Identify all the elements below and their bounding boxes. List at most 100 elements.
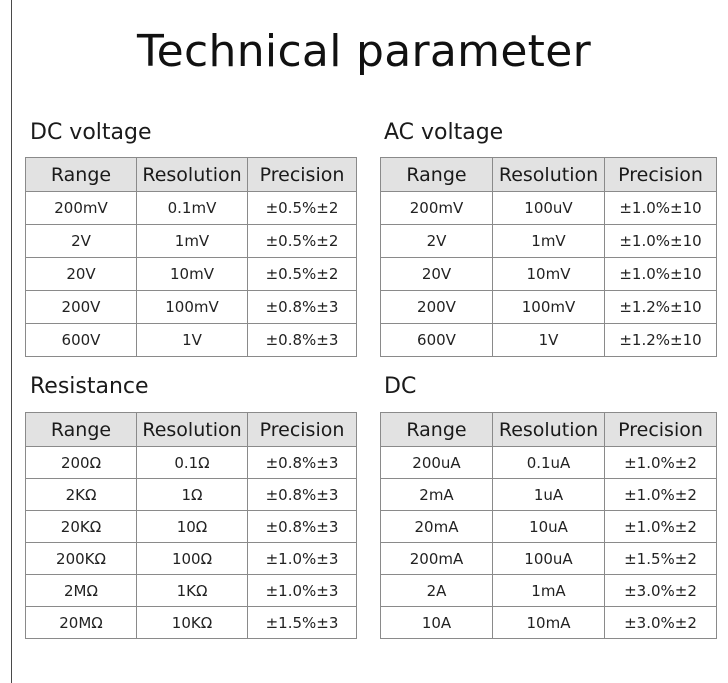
dc-voltage-table: Range Resolution Precision 200mV 0.1mV ±0.… bbox=[25, 157, 357, 357]
range-cell: 20V bbox=[25, 257, 137, 291]
range-cell: 200mV bbox=[380, 191, 493, 225]
dc-current-table: Range Resolution Precision 200uA 0.1uA ±1.… bbox=[380, 412, 717, 639]
range-cell: 200uA bbox=[380, 446, 493, 479]
table-row: 600V 1V ±0.8%±3 bbox=[25, 323, 357, 357]
header-resolution: Resolution bbox=[492, 412, 605, 447]
resolution-cell: 10mV bbox=[492, 257, 605, 291]
table-row: 200mV 100uV ±1.0%±10 bbox=[380, 191, 717, 225]
range-cell: 2MΩ bbox=[25, 574, 137, 607]
precision-cell: ±0.5%±2 bbox=[247, 224, 357, 258]
resolution-cell: 100uA bbox=[492, 542, 605, 575]
resolution-cell: 0.1uA bbox=[492, 446, 605, 479]
range-cell: 200mA bbox=[380, 542, 493, 575]
table-row: 200KΩ 100Ω ±1.0%±3 bbox=[25, 542, 357, 575]
precision-cell: ±1.0%±10 bbox=[604, 224, 717, 258]
table-row: 200V 100mV ±1.2%±10 bbox=[380, 290, 717, 324]
range-cell: 2V bbox=[25, 224, 137, 258]
header-precision: Precision bbox=[247, 157, 357, 192]
header-range: Range bbox=[25, 412, 137, 447]
table-header-row: Range Resolution Precision bbox=[380, 412, 717, 447]
range-cell: 20KΩ bbox=[25, 510, 137, 543]
precision-cell: ±1.0%±3 bbox=[247, 574, 357, 607]
precision-cell: ±0.5%±2 bbox=[247, 257, 357, 291]
range-cell: 200mV bbox=[25, 191, 137, 225]
precision-cell: ±1.0%±10 bbox=[604, 257, 717, 291]
range-cell: 600V bbox=[25, 323, 137, 357]
table-row: 20mA 10uA ±1.0%±2 bbox=[380, 510, 717, 543]
table-row: 20KΩ 10Ω ±0.8%±3 bbox=[25, 510, 357, 543]
precision-cell: ±1.0%±2 bbox=[604, 478, 717, 511]
table-header-row: Range Resolution Precision bbox=[380, 157, 717, 192]
resolution-cell: 10mA bbox=[492, 606, 605, 639]
table-row: 20MΩ 10KΩ ±1.5%±3 bbox=[25, 606, 357, 639]
header-range: Range bbox=[25, 157, 137, 192]
table-row: 2V 1mV ±1.0%±10 bbox=[380, 224, 717, 258]
table-row: 200mA 100uA ±1.5%±2 bbox=[380, 542, 717, 575]
resolution-cell: 100Ω bbox=[136, 542, 248, 575]
ac-voltage-table: Range Resolution Precision 200mV 100uV ±1.… bbox=[380, 157, 717, 357]
section-title-ac-voltage: AC voltage bbox=[384, 120, 504, 145]
resolution-cell: 10Ω bbox=[136, 510, 248, 543]
precision-cell: ±1.0%±3 bbox=[247, 542, 357, 575]
precision-cell: ±0.5%±2 bbox=[247, 191, 357, 225]
precision-cell: ±1.2%±10 bbox=[604, 290, 717, 324]
precision-cell: ±0.8%±3 bbox=[247, 290, 357, 324]
range-cell: 10A bbox=[380, 606, 493, 639]
left-border-line bbox=[11, 0, 12, 683]
range-cell: 20MΩ bbox=[25, 606, 137, 639]
precision-cell: ±1.0%±2 bbox=[604, 446, 717, 479]
range-cell: 600V bbox=[380, 323, 493, 357]
range-cell: 2KΩ bbox=[25, 478, 137, 511]
header-precision: Precision bbox=[247, 412, 357, 447]
table-row: 20V 10mV ±1.0%±10 bbox=[380, 257, 717, 291]
precision-cell: ±0.8%±3 bbox=[247, 478, 357, 511]
resolution-cell: 10mV bbox=[136, 257, 248, 291]
resolution-cell: 1V bbox=[136, 323, 248, 357]
table-row: 200uA 0.1uA ±1.0%±2 bbox=[380, 446, 717, 479]
table-row: 200V 100mV ±0.8%±3 bbox=[25, 290, 357, 324]
range-cell: 2A bbox=[380, 574, 493, 607]
resolution-cell: 0.1mV bbox=[136, 191, 248, 225]
resolution-cell: 100mV bbox=[136, 290, 248, 324]
table-row: 10A 10mA ±3.0%±2 bbox=[380, 606, 717, 639]
table-row: 2mA 1uA ±1.0%±2 bbox=[380, 478, 717, 511]
table-header-row: Range Resolution Precision bbox=[25, 157, 357, 192]
table-row: 600V 1V ±1.2%±10 bbox=[380, 323, 717, 357]
range-cell: 200V bbox=[380, 290, 493, 324]
resolution-cell: 10uA bbox=[492, 510, 605, 543]
header-resolution: Resolution bbox=[136, 412, 248, 447]
precision-cell: ±3.0%±2 bbox=[604, 574, 717, 607]
precision-cell: ±0.8%±3 bbox=[247, 323, 357, 357]
table-row: 200mV 0.1mV ±0.5%±2 bbox=[25, 191, 357, 225]
range-cell: 200V bbox=[25, 290, 137, 324]
page-title: Technical parameter bbox=[136, 26, 591, 77]
header-range: Range bbox=[380, 157, 493, 192]
resolution-cell: 1mV bbox=[492, 224, 605, 258]
section-title-resistance: Resistance bbox=[30, 374, 149, 399]
header-precision: Precision bbox=[604, 157, 717, 192]
section-title-dc: DC bbox=[384, 374, 417, 399]
resolution-cell: 1KΩ bbox=[136, 574, 248, 607]
resolution-cell: 1Ω bbox=[136, 478, 248, 511]
resolution-cell: 100uV bbox=[492, 191, 605, 225]
table-row: 200Ω 0.1Ω ±0.8%±3 bbox=[25, 446, 357, 479]
resolution-cell: 100mV bbox=[492, 290, 605, 324]
table-row: 2V 1mV ±0.5%±2 bbox=[25, 224, 357, 258]
resistance-table: Range Resolution Precision 200Ω 0.1Ω ±0.8%… bbox=[25, 412, 357, 639]
table-row: 2KΩ 1Ω ±0.8%±3 bbox=[25, 478, 357, 511]
section-title-dc-voltage: DC voltage bbox=[30, 120, 152, 145]
precision-cell: ±1.5%±2 bbox=[604, 542, 717, 575]
range-cell: 2mA bbox=[380, 478, 493, 511]
precision-cell: ±3.0%±2 bbox=[604, 606, 717, 639]
table-row: 2A 1mA ±3.0%±2 bbox=[380, 574, 717, 607]
resolution-cell: 1uA bbox=[492, 478, 605, 511]
resolution-cell: 1mA bbox=[492, 574, 605, 607]
range-cell: 2V bbox=[380, 224, 493, 258]
resolution-cell: 1V bbox=[492, 323, 605, 357]
table-row: 2MΩ 1KΩ ±1.0%±3 bbox=[25, 574, 357, 607]
range-cell: 200Ω bbox=[25, 446, 137, 479]
precision-cell: ±1.5%±3 bbox=[247, 606, 357, 639]
precision-cell: ±1.2%±10 bbox=[604, 323, 717, 357]
resolution-cell: 1mV bbox=[136, 224, 248, 258]
table-header-row: Range Resolution Precision bbox=[25, 412, 357, 447]
